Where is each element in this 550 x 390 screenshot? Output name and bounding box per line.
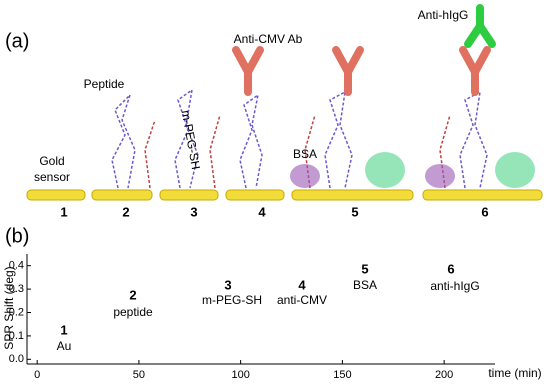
gold-bar bbox=[91, 189, 153, 201]
annotation: m-PEG-SH bbox=[179, 109, 203, 171]
annotation: Gold bbox=[39, 154, 64, 168]
x-tick-label: 100 bbox=[231, 369, 249, 381]
gold-bar bbox=[26, 189, 86, 201]
annotation: peptide bbox=[113, 305, 153, 319]
step-number: 2 bbox=[122, 204, 129, 219]
annotation: 6 bbox=[447, 261, 454, 276]
step-number: 1 bbox=[60, 204, 67, 219]
annotation: BSA bbox=[293, 147, 317, 161]
bsa-blobs bbox=[290, 152, 535, 188]
y-tick-label: 0.4 bbox=[9, 260, 24, 272]
annotation: BSA bbox=[353, 278, 377, 292]
x-tick-label: 200 bbox=[435, 369, 453, 381]
gold-bar bbox=[159, 189, 219, 201]
annotation: 5 bbox=[361, 261, 368, 276]
step-number: 6 bbox=[481, 204, 488, 219]
panel-label: (a) bbox=[5, 30, 29, 52]
gold-bar bbox=[225, 189, 285, 201]
annotation: 1 bbox=[60, 322, 67, 337]
step-number: 3 bbox=[190, 204, 197, 219]
annotation: Peptide bbox=[84, 77, 125, 91]
step-number: 4 bbox=[258, 204, 266, 219]
annotation: 3 bbox=[224, 277, 231, 292]
step-number: 5 bbox=[351, 204, 358, 219]
antibodies bbox=[232, 4, 496, 96]
y-tick-label: 0.1 bbox=[9, 330, 24, 342]
annotation: Anti-CMV Ab bbox=[234, 32, 303, 46]
annotation: sensor bbox=[34, 170, 70, 184]
y-axis-label: SPR Shift (deg) bbox=[2, 266, 16, 349]
y-tick-label: 0.2 bbox=[9, 306, 24, 318]
x-tick-label: 50 bbox=[133, 369, 145, 381]
x-tick-label: 150 bbox=[333, 369, 351, 381]
x-axis-label: time (min) bbox=[488, 366, 541, 380]
annotation: anti-hIgG bbox=[430, 279, 479, 293]
panel-b: (b) SPR Shift (deg) time (min) 0.0 0.1 0.2… bbox=[2, 225, 542, 381]
y-tick-label: 0.3 bbox=[9, 283, 24, 295]
y-tick-label: 0.0 bbox=[9, 353, 24, 365]
annotation: 2 bbox=[129, 287, 136, 302]
annotation: Au bbox=[57, 339, 72, 353]
panel-label: (b) bbox=[5, 225, 29, 247]
annotation: 4 bbox=[298, 277, 306, 292]
x-tick-label: 0 bbox=[34, 369, 40, 381]
annotation: anti-CMV bbox=[277, 293, 327, 307]
annotation: m-PEG-SH bbox=[202, 293, 262, 307]
gold-bar bbox=[291, 189, 414, 201]
annotation: Anti-hIgG bbox=[418, 8, 469, 22]
panel-a: (a) Gold sens bbox=[5, 4, 543, 219]
gold-bar bbox=[422, 189, 543, 201]
